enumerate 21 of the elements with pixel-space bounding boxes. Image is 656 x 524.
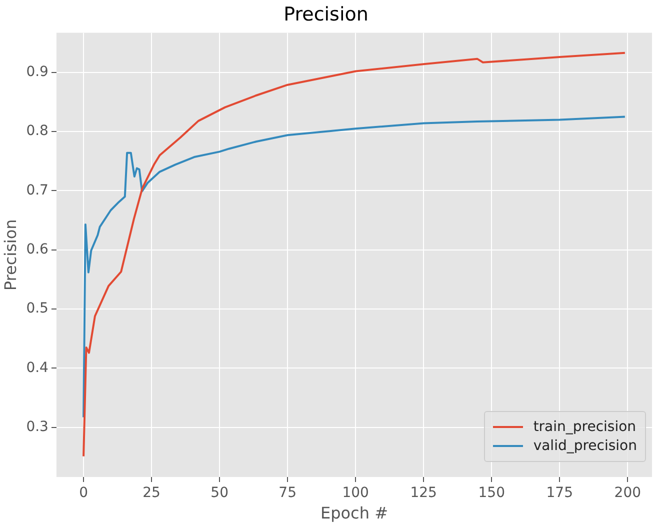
x-tick-label: 0	[79, 485, 88, 502]
x-tick-label: 25	[142, 485, 160, 502]
x-tick-label: 75	[278, 485, 296, 502]
legend-label: valid_precision	[533, 438, 637, 454]
y-tick-label: 0.5	[26, 300, 48, 317]
x-tick-label: 50	[210, 485, 228, 502]
y-tick-label: 0.3	[26, 418, 48, 435]
x-axis-title: Epoch #	[320, 504, 388, 523]
chart-title: Precision	[284, 3, 368, 26]
y-tick-label: 0.8	[26, 123, 48, 140]
y-tick-label: 0.4	[26, 360, 49, 376]
y-tick-label: 0.7	[26, 182, 48, 198]
legend-label: train_precision	[533, 419, 636, 435]
x-tick-label: 175	[546, 485, 574, 502]
y-tick-label: 0.6	[26, 242, 49, 258]
x-tick-label: 100	[342, 485, 369, 502]
x-tick-label: 125	[410, 485, 437, 502]
y-axis-title: Precision	[0, 219, 20, 291]
x-tick-label: 200	[614, 485, 642, 502]
x-tick-label: 150	[478, 485, 505, 502]
y-tick-label: 0.9	[26, 64, 48, 80]
